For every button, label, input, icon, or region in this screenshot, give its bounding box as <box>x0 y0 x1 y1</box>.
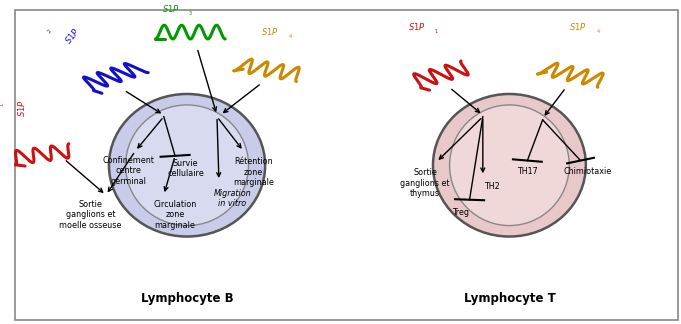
Text: $\mathit{S1P}$: $\mathit{S1P}$ <box>262 26 279 37</box>
Ellipse shape <box>433 94 586 237</box>
Text: $_3$: $_3$ <box>189 9 193 18</box>
Text: $_1$: $_1$ <box>434 27 439 36</box>
Ellipse shape <box>109 94 265 237</box>
Text: Lymphocyte T: Lymphocyte T <box>464 292 555 305</box>
Text: Chimiotaxie: Chimiotaxie <box>563 167 612 176</box>
Text: $\mathit{S1P}$: $\mathit{S1P}$ <box>162 3 180 14</box>
Text: Lymphocyte B: Lymphocyte B <box>141 292 234 305</box>
Ellipse shape <box>449 105 569 226</box>
Text: Migration
in vitro: Migration in vitro <box>213 189 251 208</box>
Text: Circulation
zone
marginale: Circulation zone marginale <box>153 200 197 229</box>
Text: Treg: Treg <box>452 208 469 216</box>
Text: Survie
cellulaire: Survie cellulaire <box>168 159 204 179</box>
Text: TH17: TH17 <box>517 167 538 176</box>
Text: $_4$: $_4$ <box>596 27 601 36</box>
Ellipse shape <box>125 105 249 226</box>
Text: Rétention
zone
marginale: Rétention zone marginale <box>233 157 274 187</box>
Text: $\mathit{S1P}$: $\mathit{S1P}$ <box>16 99 27 117</box>
Text: $_4$: $_4$ <box>288 32 293 40</box>
Text: Sortie
ganglions et
moelle osseuse: Sortie ganglions et moelle osseuse <box>59 200 122 229</box>
Text: Sortie
ganglions et
thymus: Sortie ganglions et thymus <box>400 168 449 198</box>
Text: $_2$: $_2$ <box>46 27 55 36</box>
Text: Confinement
centre
germinal: Confinement centre germinal <box>103 156 155 186</box>
Text: $\mathit{S1P}$: $\mathit{S1P}$ <box>62 25 82 46</box>
Text: $\mathit{S1P}$: $\mathit{S1P}$ <box>569 21 587 32</box>
Text: $\mathit{S1P}$: $\mathit{S1P}$ <box>408 21 426 32</box>
Text: TH2: TH2 <box>484 182 499 191</box>
Text: $_1$: $_1$ <box>0 103 7 107</box>
